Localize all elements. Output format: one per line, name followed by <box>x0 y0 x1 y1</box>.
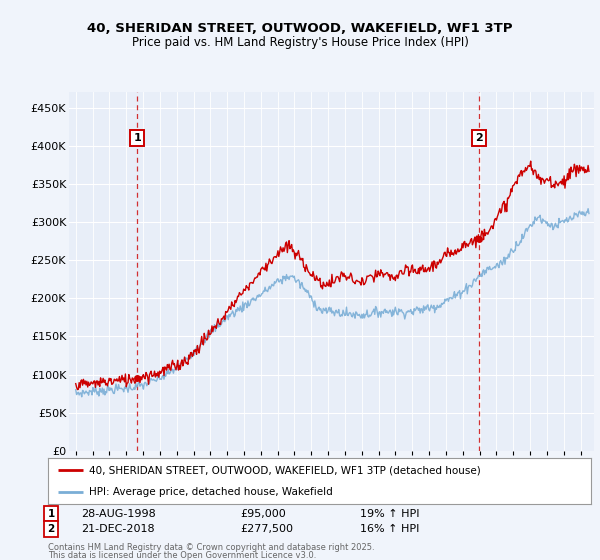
Text: £277,500: £277,500 <box>240 524 293 534</box>
Text: 1: 1 <box>47 508 55 519</box>
Text: Contains HM Land Registry data © Crown copyright and database right 2025.: Contains HM Land Registry data © Crown c… <box>48 543 374 552</box>
Text: 16% ↑ HPI: 16% ↑ HPI <box>360 524 419 534</box>
Text: Price paid vs. HM Land Registry's House Price Index (HPI): Price paid vs. HM Land Registry's House … <box>131 36 469 49</box>
Text: 2: 2 <box>475 133 483 143</box>
Text: 21-DEC-2018: 21-DEC-2018 <box>81 524 155 534</box>
Text: 40, SHERIDAN STREET, OUTWOOD, WAKEFIELD, WF1 3TP: 40, SHERIDAN STREET, OUTWOOD, WAKEFIELD,… <box>87 22 513 35</box>
Text: 1: 1 <box>133 133 141 143</box>
Text: £95,000: £95,000 <box>240 508 286 519</box>
Text: 2: 2 <box>47 524 55 534</box>
Text: HPI: Average price, detached house, Wakefield: HPI: Average price, detached house, Wake… <box>89 487 332 497</box>
Text: 28-AUG-1998: 28-AUG-1998 <box>81 508 156 519</box>
Text: This data is licensed under the Open Government Licence v3.0.: This data is licensed under the Open Gov… <box>48 551 316 560</box>
Text: 40, SHERIDAN STREET, OUTWOOD, WAKEFIELD, WF1 3TP (detached house): 40, SHERIDAN STREET, OUTWOOD, WAKEFIELD,… <box>89 465 481 475</box>
Text: 19% ↑ HPI: 19% ↑ HPI <box>360 508 419 519</box>
